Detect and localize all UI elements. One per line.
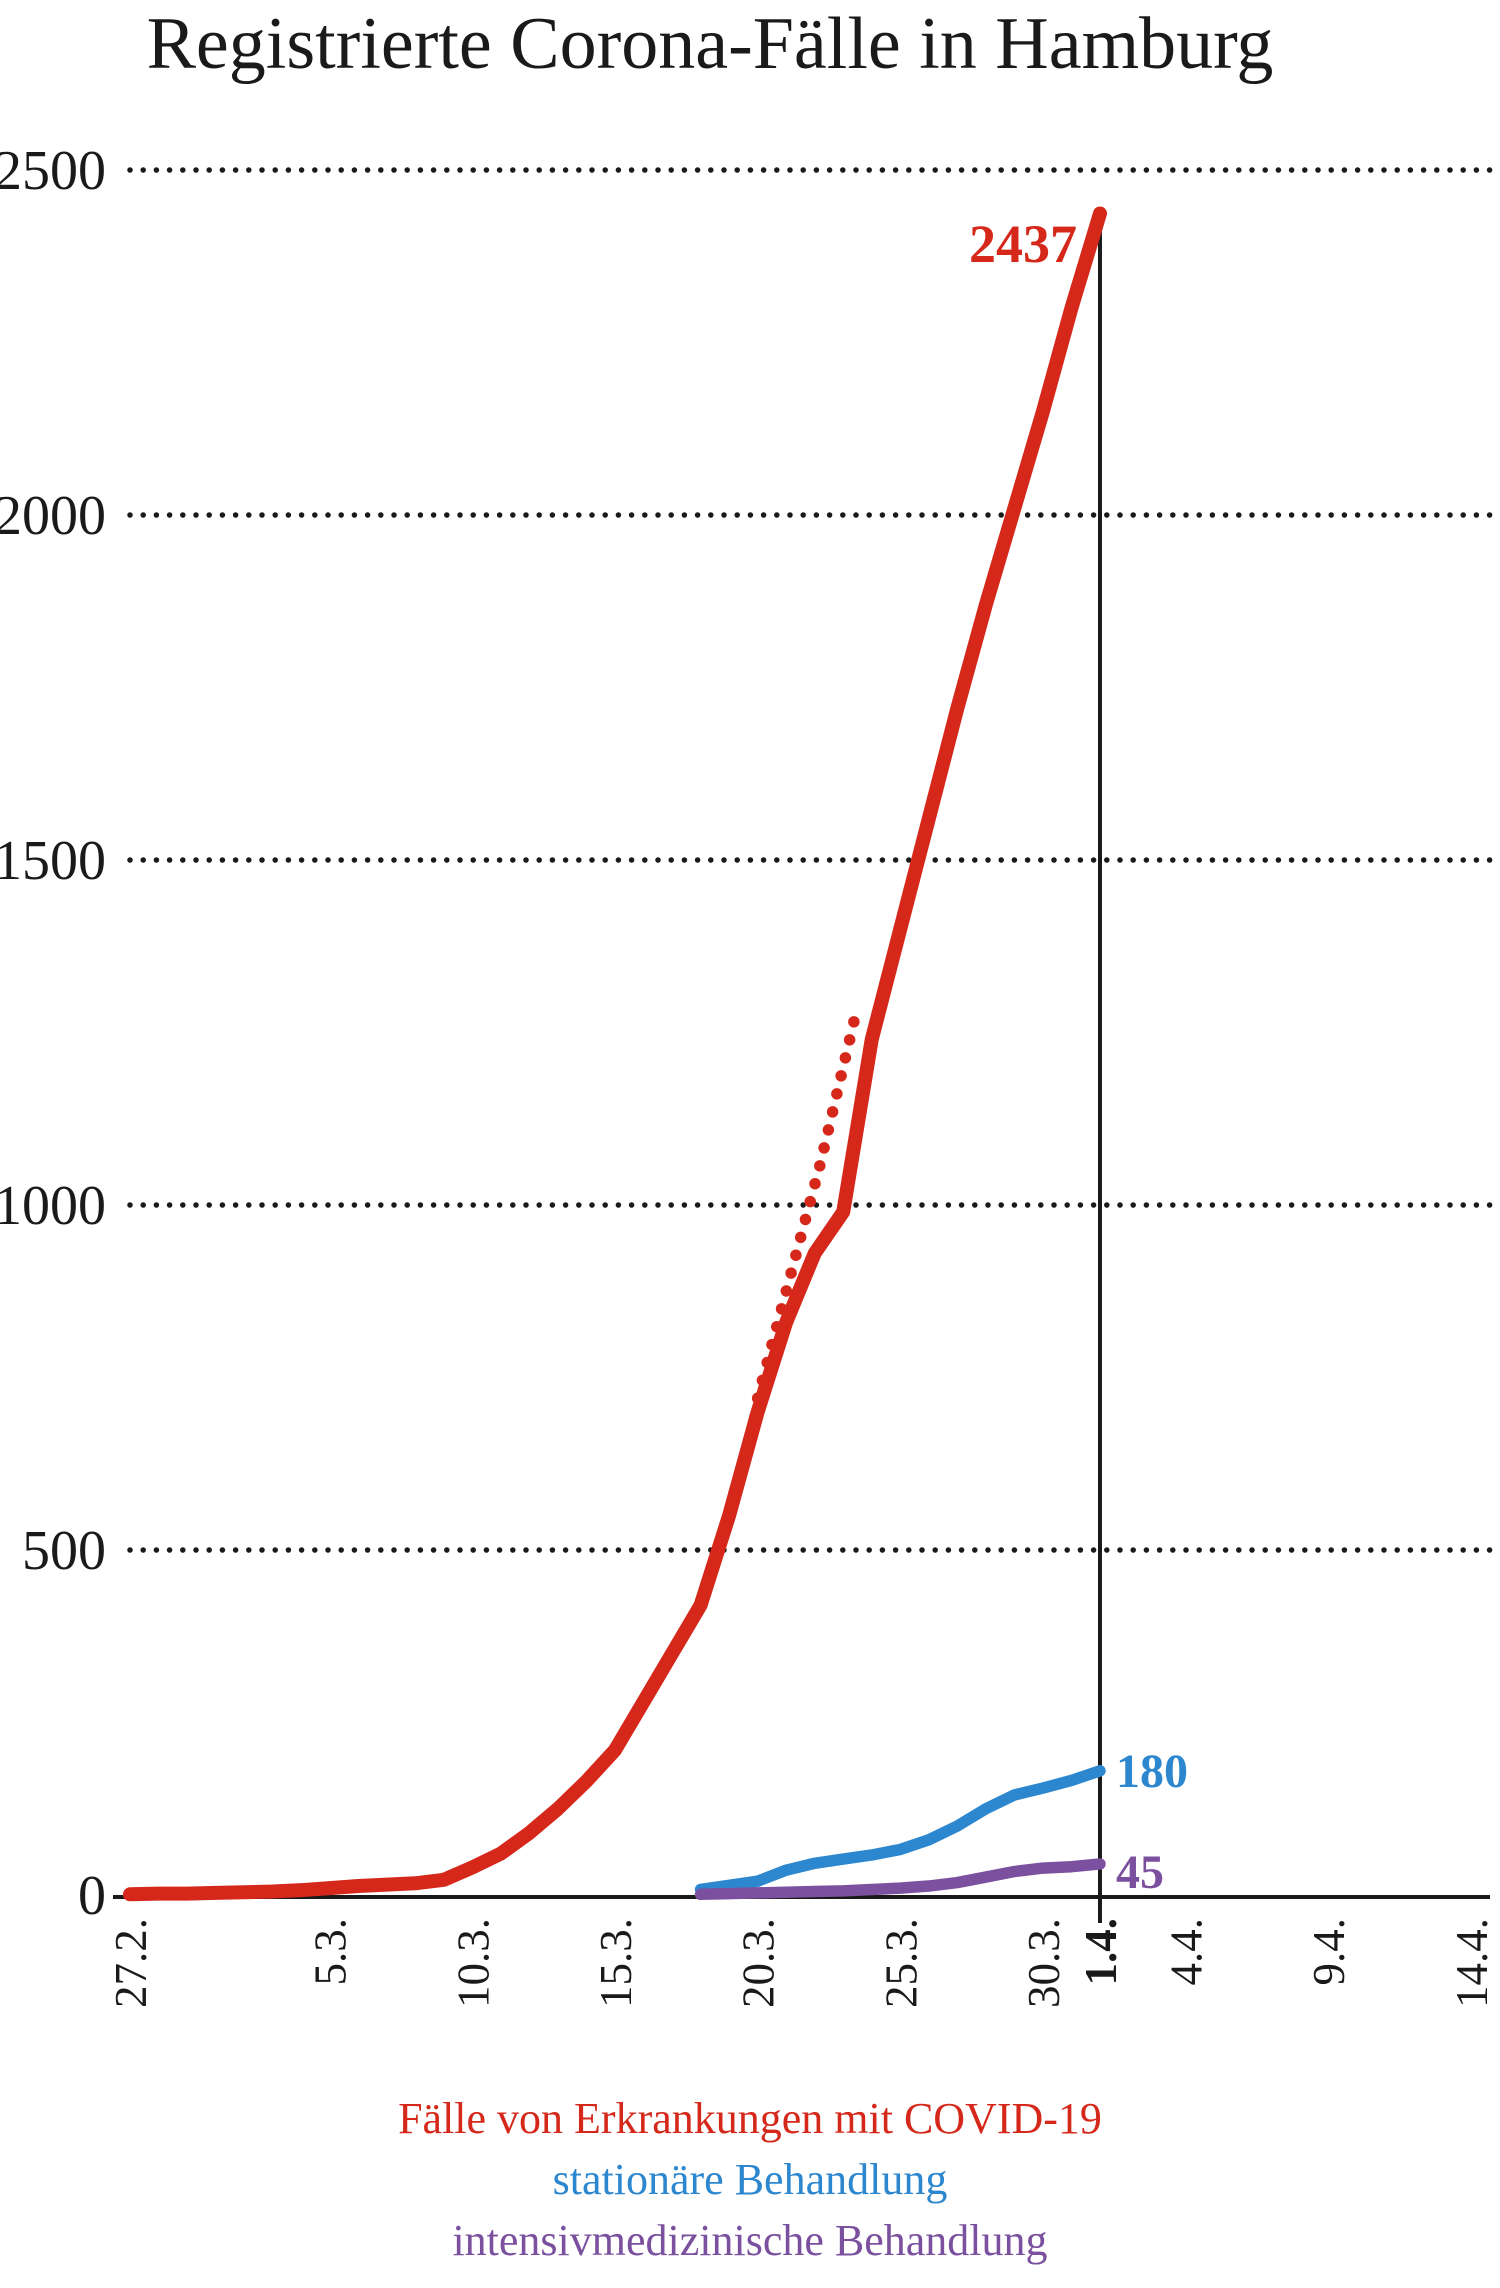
x-tick-label-25.3.: 25.3. [876,1918,926,2008]
chart-title: Registrierte Corona-Fälle in Hamburg [146,3,1274,85]
x-tick-label-10.3.: 10.3. [448,1918,498,2008]
cases-dotted-line [751,1012,861,1404]
legend-item-icu: intensivmedizinische Behandlung [452,2216,1048,2265]
y-tick-label-2000: 2000 [0,485,106,547]
x-tick-label-27.2.: 27.2. [106,1918,156,2008]
y-tick-label-2500: 2500 [0,140,106,202]
x-tick-label-5.3.: 5.3. [306,1918,356,1986]
icu-end-label: 45 [1116,1846,1164,1899]
x-tick-label-15.3.: 15.3. [591,1918,641,2008]
hospital-end-label: 180 [1116,1745,1188,1798]
icu-line [694,1858,1106,1901]
y-tick-label-1000: 1000 [0,1175,106,1237]
cases-end-label: 2437 [969,214,1077,274]
y-tick-label-1500: 1500 [0,830,106,892]
x-tick-label-4.4.: 4.4. [1162,1918,1212,1986]
x-tick-label-20.3.: 20.3. [734,1918,784,2008]
x-tick-label-14.4.: 14.4. [1447,1918,1497,2008]
cases-line [123,206,1107,1902]
y-tick-label-0: 0 [78,1865,106,1927]
x-tick-label-30.3.: 30.3. [1019,1918,1069,2008]
x-tick-label-1.4.: 1.4. [1076,1918,1126,1986]
chart-legend: Fälle von Erkrankungen mit COVID-19 stat… [0,2088,1500,2271]
y-tick-label-500: 500 [22,1520,106,1582]
x-tick-label-9.4.: 9.4. [1304,1918,1354,1986]
legend-item-hospital: stationäre Behandlung [552,2155,948,2204]
legend-item-cases: Fälle von Erkrankungen mit COVID-19 [398,2094,1102,2143]
hospital-line [694,1765,1106,1896]
